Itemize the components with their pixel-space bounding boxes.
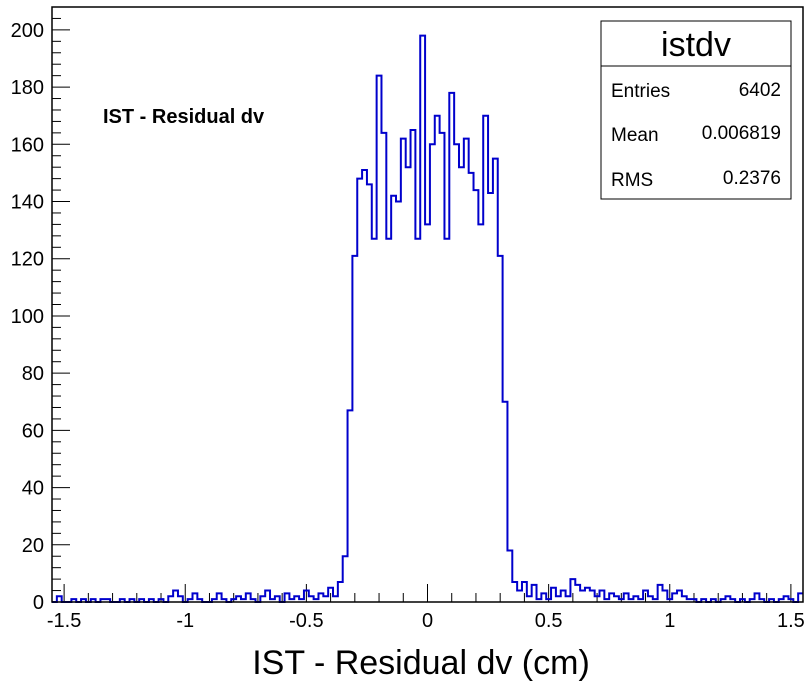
- stats-box-title: istdv: [661, 26, 731, 64]
- y-tick-label: 160: [11, 134, 44, 156]
- y-tick-label: 180: [11, 77, 44, 99]
- y-tick-label: 20: [22, 535, 44, 557]
- histogram-series-line: [52, 34, 803, 603]
- stats-rms-label: RMS: [611, 170, 653, 191]
- y-tick-label: 40: [22, 478, 44, 500]
- x-minor-ticks: [87, 593, 768, 602]
- y-tick-label: 200: [11, 20, 44, 42]
- x-tick-label: 0: [422, 610, 433, 632]
- chart-title: IST - Residual dv: [103, 106, 265, 128]
- stats-rms-value: 0.2376: [723, 168, 781, 189]
- x-tick-label: -0.5: [289, 610, 323, 632]
- y-tick-label: 0: [33, 592, 44, 614]
- x-tick-label: -1: [176, 610, 194, 632]
- y-tick-label: 120: [11, 249, 44, 271]
- y-tick-label: 100: [11, 306, 44, 328]
- x-axis-label: IST - Residual dv (cm): [252, 644, 590, 682]
- stats-box: istdv Entries 6402 Mean 0.006819 RMS 0.2…: [600, 20, 792, 200]
- stats-entries-value: 6402: [739, 80, 781, 101]
- y-minor-ticks: [52, 6, 61, 592]
- plot-frame: [51, 6, 804, 603]
- stats-box-frame: [600, 20, 792, 200]
- stats-mean-label: Mean: [611, 125, 659, 146]
- x-tick-label: 1.5: [777, 610, 805, 632]
- x-axis-ticks: -1.5 -1 -0.5 0 0.5 1 1.5: [47, 584, 805, 632]
- y-tick-label: 60: [22, 420, 44, 442]
- y-tick-label: 140: [11, 192, 44, 214]
- x-tick-label: 0.5: [535, 610, 563, 632]
- y-tick-label: 80: [22, 363, 44, 385]
- x-tick-label: 1: [664, 610, 675, 632]
- y-axis-ticks: 0 20 40 60 80 100 120 140 160 180 200: [11, 20, 70, 614]
- x-tick-label: -1.5: [47, 610, 81, 632]
- stats-mean-value: 0.006819: [702, 123, 781, 144]
- stats-entries-label: Entries: [611, 81, 670, 102]
